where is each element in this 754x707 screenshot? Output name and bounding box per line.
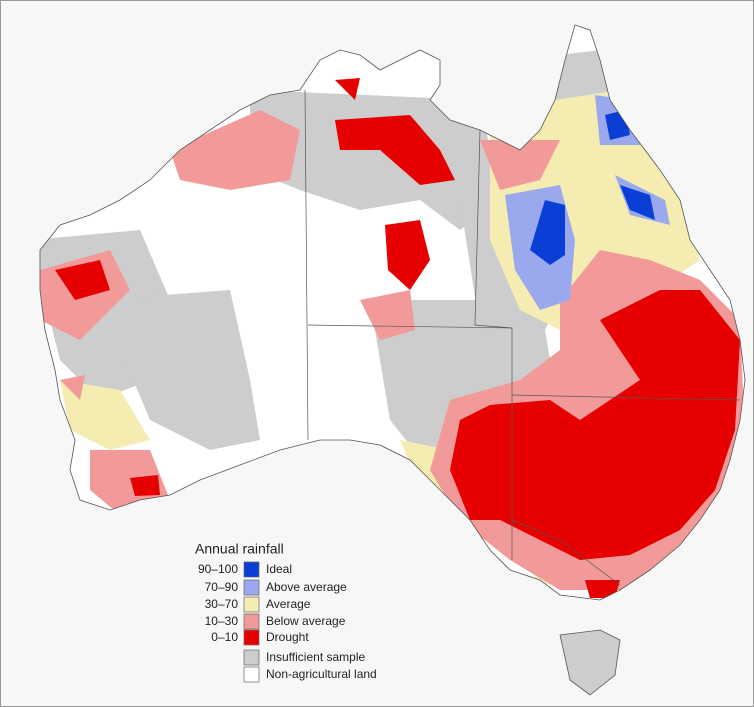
region xyxy=(585,580,620,598)
region xyxy=(55,260,110,300)
legend-swatch xyxy=(243,579,260,596)
legend-label: Below average xyxy=(266,614,346,628)
legend-label: Drought xyxy=(266,630,309,644)
legend-range: 10–30 xyxy=(205,614,239,628)
region xyxy=(335,78,360,100)
qld-sa-border xyxy=(474,129,513,560)
wa-border xyxy=(304,89,309,441)
region xyxy=(60,375,85,400)
state-borders xyxy=(304,89,741,586)
legend-range: 30–70 xyxy=(205,597,239,611)
legend-swatch xyxy=(243,561,260,578)
legend-swatch xyxy=(243,666,260,683)
region xyxy=(335,115,455,185)
legend-swatch xyxy=(243,649,260,666)
region xyxy=(60,380,150,450)
legend-label: Ideal xyxy=(266,562,292,576)
region xyxy=(100,290,260,450)
region xyxy=(620,185,655,220)
legend-label: Insufficient sample xyxy=(266,650,365,664)
legend-swatch xyxy=(243,629,260,646)
region xyxy=(170,110,300,190)
region xyxy=(385,220,430,290)
legend-label: Non-agricultural land xyxy=(266,667,377,681)
legend-swatch xyxy=(243,613,260,630)
legend: Annual rainfall 90–100 Ideal 70–90 Above av… xyxy=(195,541,377,683)
legend-label: Average xyxy=(266,597,311,611)
drought xyxy=(55,78,740,598)
legend-swatch xyxy=(243,596,260,613)
legend-range: 70–90 xyxy=(205,580,239,594)
region xyxy=(250,90,500,230)
legend-range: 90–100 xyxy=(198,562,238,576)
region xyxy=(360,290,415,340)
region xyxy=(450,290,740,560)
legend-range: 0–10 xyxy=(211,630,238,644)
legend-title: Annual rainfall xyxy=(195,541,284,557)
coastline xyxy=(39,24,746,696)
region xyxy=(530,200,565,265)
qld-nsw-border xyxy=(511,394,741,401)
nsw-vic-border xyxy=(511,519,621,586)
region xyxy=(480,140,560,190)
region xyxy=(130,475,160,496)
legend-label: Above average xyxy=(266,580,347,594)
nt-sa-border xyxy=(307,324,513,329)
